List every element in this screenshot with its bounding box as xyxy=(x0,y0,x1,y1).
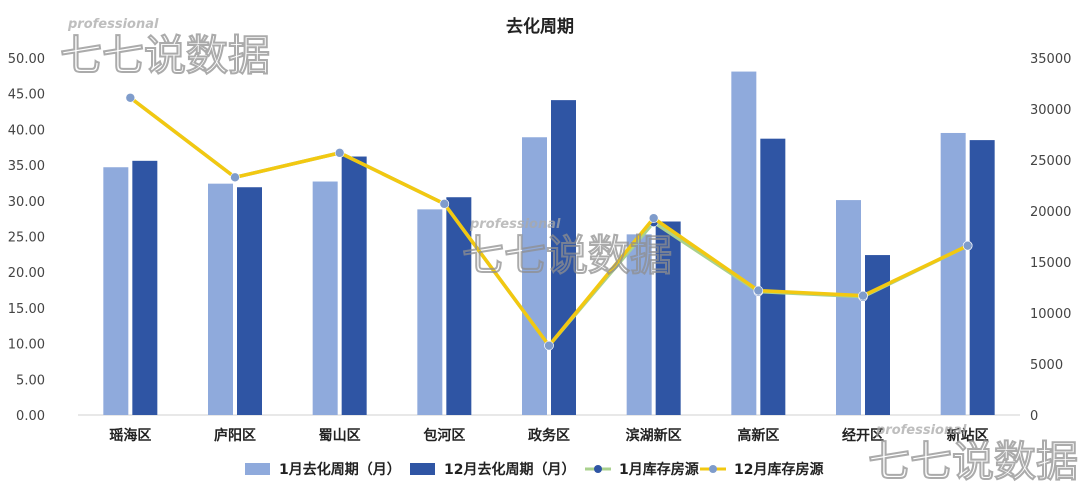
line-point xyxy=(439,199,450,209)
left-y-tick-label: 45.00 xyxy=(8,88,45,103)
bar xyxy=(760,138,786,415)
bar xyxy=(237,187,262,415)
left-y-tick-label: 25.00 xyxy=(8,231,45,246)
chart-title: 去化周期 xyxy=(506,16,574,37)
bar xyxy=(836,200,861,415)
x-category-label: 蜀山区 xyxy=(319,428,361,444)
axes: 0.00 5.00 10.00 15.00 20.00 25.00 30.00 35.00 40… xyxy=(8,52,1072,444)
legend-label: 1月去化周期（月） xyxy=(279,461,401,478)
left-y-tick-label: 30.00 xyxy=(8,195,45,210)
bar xyxy=(522,137,547,415)
x-category-label: 经开区 xyxy=(842,427,884,444)
line-point xyxy=(648,213,659,223)
watermark-small: professional xyxy=(469,217,561,232)
right-y-tick-label: 15000 xyxy=(1030,256,1071,271)
x-category-label: 滨湖新区 xyxy=(626,427,682,444)
line-point xyxy=(753,285,764,296)
line-series xyxy=(125,92,973,351)
bar xyxy=(969,140,995,416)
bar-series xyxy=(103,71,995,416)
bar xyxy=(208,183,233,415)
bar xyxy=(865,255,890,415)
legend-marker xyxy=(709,465,717,473)
x-category-label: 政务区 xyxy=(528,427,570,444)
watermark-small: professional xyxy=(67,17,159,32)
watermark-small: professional xyxy=(875,423,967,438)
x-category-label: 瑶海区 xyxy=(109,427,151,444)
right-y-tick-label: 25000 xyxy=(1030,154,1071,169)
right-y-tick-label: 35000 xyxy=(1030,52,1071,67)
legend-marker xyxy=(594,465,602,473)
right-y-tick-label: 20000 xyxy=(1030,205,1071,220)
legend-label: 12月库存房源 xyxy=(734,461,823,478)
left-y-tick-label: 40.00 xyxy=(8,123,45,138)
left-y-tick-label: 20.00 xyxy=(8,266,45,281)
line-point xyxy=(125,92,136,103)
x-category-label: 庐阳区 xyxy=(214,427,256,444)
legend-label: 1月库存房源 xyxy=(619,461,699,478)
bar xyxy=(731,71,757,415)
line-point xyxy=(334,148,345,158)
left-y-tick-label: 10.00 xyxy=(8,338,45,353)
x-category-label: 包河区 xyxy=(423,427,465,444)
bar xyxy=(551,100,576,415)
right-y-tick-label: 30000 xyxy=(1030,103,1071,118)
x-category-label: 新站区 xyxy=(947,427,989,444)
left-y-tick-label: 50.00 xyxy=(8,52,45,67)
bar xyxy=(417,209,443,415)
watermarks: professional七七说数据professional七七说数据profes… xyxy=(59,17,1079,487)
left-y-tick-label: 35.00 xyxy=(8,159,45,174)
bar xyxy=(103,167,129,415)
line-point xyxy=(962,240,973,251)
bar xyxy=(626,234,652,415)
line-point xyxy=(544,340,554,351)
watermark-big: 七七说数据 xyxy=(462,231,672,280)
watermark-big: 七七说数据 xyxy=(868,437,1078,486)
right-y-tick-label: 10000 xyxy=(1030,307,1071,322)
bar xyxy=(446,197,472,415)
line-point xyxy=(230,172,240,183)
line-point xyxy=(858,290,868,301)
left-y-tick-label: 0.00 xyxy=(16,409,45,424)
legend-swatch xyxy=(245,463,270,475)
bar xyxy=(312,181,338,415)
bar xyxy=(655,221,681,415)
watermark-big: 七七说数据 xyxy=(60,31,270,80)
x-category-label: 高新区 xyxy=(737,427,779,444)
left-y-tick-label: 15.00 xyxy=(8,302,45,317)
legend-swatch xyxy=(410,463,435,475)
right-y-tick-label: 0 xyxy=(1030,409,1038,424)
bar xyxy=(341,156,367,416)
legend-label: 12月去化周期（月） xyxy=(444,461,575,478)
bar xyxy=(940,132,966,415)
left-y-tick-label: 5.00 xyxy=(16,373,45,388)
bar xyxy=(132,160,158,415)
right-y-tick-label: 5000 xyxy=(1030,358,1063,373)
legend: 1月去化周期（月） 12月去化周期（月） 1月库存房源 12月库存房源 xyxy=(245,461,823,478)
